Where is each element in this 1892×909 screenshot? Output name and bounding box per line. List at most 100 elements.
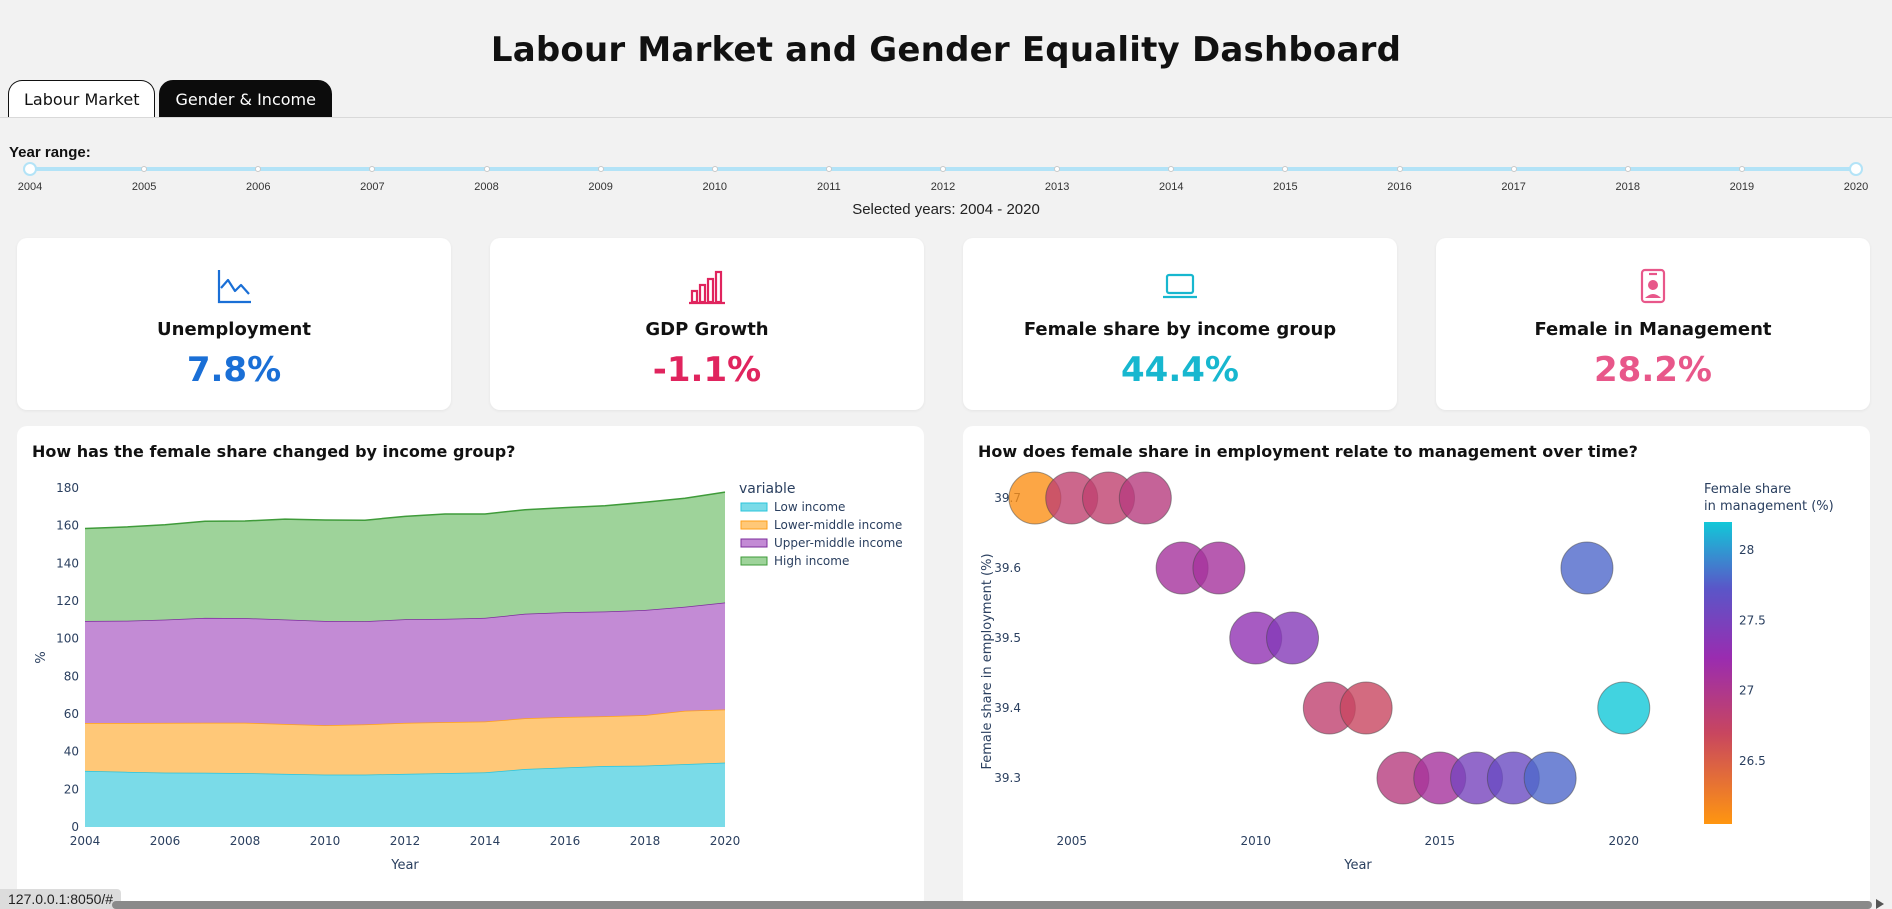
kpi-value: 28.2% bbox=[1594, 350, 1712, 390]
line-chart-icon bbox=[17, 266, 451, 306]
area-x-tick-label: 2004 bbox=[70, 834, 101, 848]
slider-tick-mark[interactable] bbox=[940, 166, 946, 172]
slider-tick-label: 2007 bbox=[360, 181, 385, 193]
area-series-lower-middle-income[interactable] bbox=[85, 709, 725, 775]
slider-tick-label: 2017 bbox=[1501, 181, 1526, 193]
kpi-title: GDP Growth bbox=[645, 319, 769, 340]
slider-tick-label: 2013 bbox=[1044, 181, 1070, 193]
slider-tick-mark[interactable] bbox=[1168, 166, 1175, 172]
slider-handle-max[interactable] bbox=[1849, 162, 1863, 176]
area-x-tick-label: 2010 bbox=[310, 834, 341, 848]
slider-tick-label: 2012 bbox=[930, 181, 956, 193]
bubble-point-2009[interactable] bbox=[1192, 541, 1246, 595]
area-y-tick-label: 80 bbox=[64, 669, 79, 683]
bubble-x-tick-label: 2020 bbox=[1608, 834, 1639, 848]
bubble-point-2007[interactable] bbox=[1118, 471, 1172, 525]
area-x-axis-label: Year bbox=[390, 858, 419, 873]
kpi-card-gdp-growth: GDP Growth -1.1% bbox=[490, 238, 924, 410]
area-x-tick-label: 2006 bbox=[150, 834, 181, 848]
laptop-icon bbox=[963, 266, 1397, 306]
kpi-card-female-share-income: Female share by income group 44.4% bbox=[963, 238, 1397, 410]
colorbar-gradient bbox=[1704, 522, 1732, 824]
slider-tick-label: 2016 bbox=[1387, 181, 1412, 193]
slider-tick-mark[interactable] bbox=[597, 166, 604, 172]
area-y-tick-label: 140 bbox=[56, 556, 79, 570]
bubble-y-tick-label: 39.6 bbox=[994, 561, 1021, 575]
area-y-tick-label: 40 bbox=[64, 745, 79, 759]
colorbar: Female share in management (%) 28 27.5 27 2… bbox=[1704, 482, 1834, 824]
area-y-tick-label: 120 bbox=[56, 594, 79, 608]
bubble-x-tick-label: 2005 bbox=[1056, 834, 1087, 848]
legend-swatch-low-income bbox=[740, 502, 768, 512]
tab-gender-income[interactable]: Gender & Income bbox=[159, 80, 332, 118]
area-y-tick-label: 160 bbox=[56, 519, 79, 533]
slider-tick-mark[interactable] bbox=[255, 166, 262, 172]
slider-tick-label: 2005 bbox=[131, 181, 157, 193]
slider-tick-mark[interactable] bbox=[1510, 166, 1517, 172]
colorbar-title-line1: Female share bbox=[1704, 482, 1791, 497]
colorbar-tick-label: 27.5 bbox=[1739, 613, 1766, 627]
legend-item-lower-middle-income[interactable]: Lower-middle income bbox=[774, 518, 902, 532]
slider-tick-mark[interactable] bbox=[1624, 166, 1631, 172]
colorbar-tick-label: 27 bbox=[1739, 684, 1754, 698]
kpi-title: Female share by income group bbox=[1023, 319, 1337, 340]
bubble-point-2013[interactable] bbox=[1339, 681, 1393, 735]
area-y-axis-label: % bbox=[34, 651, 49, 663]
bubble-chart-title: How does female share in employment rela… bbox=[978, 442, 1638, 461]
slider-tick-mark[interactable] bbox=[141, 166, 148, 172]
area-x-tick-label: 2008 bbox=[230, 834, 261, 848]
bubble-point-2020[interactable] bbox=[1597, 681, 1651, 735]
legend-swatch-high-income bbox=[740, 556, 768, 566]
area-x-tick-label: 2016 bbox=[550, 834, 581, 848]
area-y-tick-label: 100 bbox=[56, 632, 79, 646]
bubble-y-tick-label: 39.3 bbox=[994, 771, 1021, 785]
selected-years-text: Selected years: 2004 - 2020 bbox=[852, 201, 1040, 218]
bubble-point-2018[interactable] bbox=[1523, 751, 1577, 805]
area-chart[interactable]: 0 20 40 60 80 100 120 140 160 180 2004 2006 2008 2010… bbox=[17, 426, 924, 909]
slider-tick-mark[interactable] bbox=[369, 166, 376, 172]
page-title: Labour Market and Gender Equality Dashbo… bbox=[490, 30, 1402, 70]
tabs-divider bbox=[0, 117, 1892, 118]
slider-tick-mark[interactable] bbox=[711, 166, 718, 172]
bubble-x-axis-label: Year bbox=[1343, 858, 1372, 873]
bubble-y-tick-label: 39.5 bbox=[994, 631, 1021, 645]
slider-tick-label: 2004 bbox=[17, 181, 43, 193]
legend-item-high-income[interactable]: High income bbox=[774, 554, 849, 568]
slider-tick-label: 2006 bbox=[246, 181, 271, 193]
badge-icon bbox=[1436, 266, 1870, 306]
legend-item-upper-middle-income[interactable]: Upper-middle income bbox=[774, 536, 903, 550]
colorbar-title-line2: in management (%) bbox=[1704, 499, 1834, 514]
scroll-right-arrow-icon[interactable] bbox=[1876, 899, 1884, 909]
slider-tick-label: 2010 bbox=[702, 181, 727, 193]
slider-tick-mark[interactable] bbox=[483, 166, 490, 172]
slider-tick-mark[interactable] bbox=[1396, 166, 1403, 172]
slider-tick-mark[interactable] bbox=[1282, 166, 1289, 172]
slider-tick-mark[interactable] bbox=[1054, 166, 1061, 172]
tab-labour-market[interactable]: Labour Market bbox=[8, 80, 156, 118]
bubble-chart-card: How does female share in employment rela… bbox=[963, 426, 1870, 909]
status-bar-url: 127.0.0.1:8050/# bbox=[0, 889, 122, 909]
kpi-title: Female in Management bbox=[1534, 319, 1772, 340]
horizontal-scrollbar[interactable] bbox=[112, 901, 1872, 909]
bubble-point-2019[interactable] bbox=[1560, 541, 1614, 595]
kpi-value: 44.4% bbox=[1121, 350, 1239, 390]
bubble-y-axis-label: Female share in employment (%) bbox=[980, 553, 995, 769]
slider-tick-mark[interactable] bbox=[1738, 166, 1745, 172]
kpi-card-unemployment: Unemployment 7.8% bbox=[17, 238, 451, 410]
slider-handle-min[interactable] bbox=[23, 162, 37, 176]
slider-tick-label: 2018 bbox=[1615, 181, 1640, 193]
legend-item-low-income[interactable]: Low income bbox=[774, 500, 845, 514]
bubble-point-2011[interactable] bbox=[1266, 611, 1320, 665]
slider-tick-label: 2014 bbox=[1159, 181, 1184, 193]
area-series-upper-middle-income[interactable] bbox=[85, 602, 725, 726]
tab-bar: Labour Market Gender & Income bbox=[8, 80, 332, 118]
legend-title: variable bbox=[739, 481, 795, 497]
area-x-tick-label: 2018 bbox=[630, 834, 661, 848]
area-series-low-income[interactable] bbox=[85, 762, 725, 827]
area-series-high-income[interactable] bbox=[85, 492, 725, 622]
area-x-tick-label: 2012 bbox=[390, 834, 421, 848]
area-x-tick-label: 2020 bbox=[710, 834, 741, 848]
colorbar-tick-label: 28 bbox=[1739, 543, 1754, 557]
slider-tick-mark[interactable] bbox=[825, 166, 832, 172]
